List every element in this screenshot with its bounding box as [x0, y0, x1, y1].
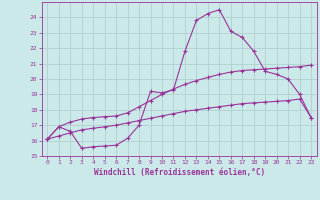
X-axis label: Windchill (Refroidissement éolien,°C): Windchill (Refroidissement éolien,°C): [94, 168, 265, 177]
